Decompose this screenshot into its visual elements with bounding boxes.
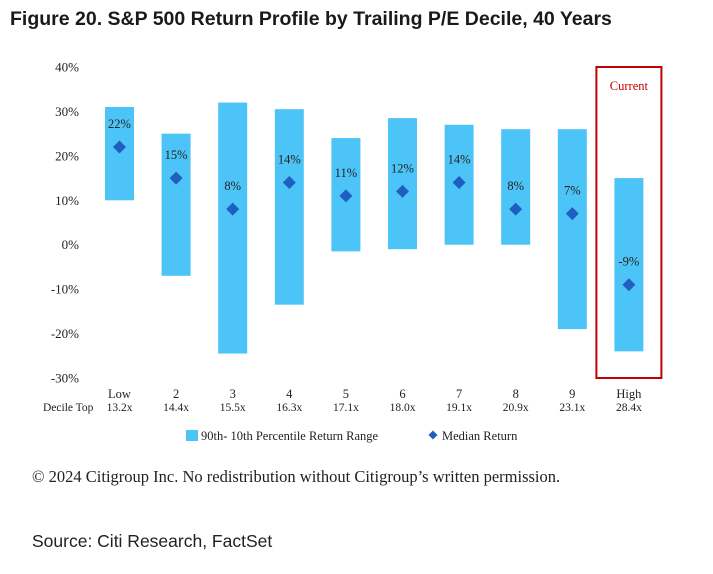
median-marker [509, 202, 523, 216]
highlight-box [595, 66, 663, 379]
range-bar [557, 129, 587, 330]
x-category-label: 4 [286, 387, 293, 401]
x-category-label: 6 [399, 387, 405, 401]
median-label: -9% [618, 255, 639, 269]
y-tick-label: 0% [62, 237, 80, 252]
copyright-notice: © 2024 Citigroup Inc. No redistribution … [32, 467, 561, 486]
y-tick-label: 40% [55, 60, 79, 75]
decile-top-value: 23.1x [559, 402, 585, 414]
median-marker [282, 176, 296, 190]
range-bar [161, 133, 191, 276]
decile-top-value: 28.4x [616, 402, 642, 414]
median-marker [339, 189, 353, 203]
median-label: 7% [564, 184, 581, 198]
median-label: 12% [391, 161, 414, 175]
median-label: 8% [507, 179, 524, 193]
range-bar [218, 102, 248, 354]
median-marker [622, 278, 636, 292]
decile-top-value: 20.9x [503, 402, 529, 414]
x-category-label: 9 [569, 387, 575, 401]
chart: -30% -20% -10% 0% 10% 20% 30% 40% 22% 15% 8% 14% 11… [43, 60, 663, 443]
median-label: 8% [224, 179, 241, 193]
range-bar [105, 106, 134, 201]
decile-top-label: Decile Top [43, 402, 94, 414]
x-category-label: Low [108, 387, 131, 401]
x-category-label: 2 [173, 387, 179, 401]
median-markers: 22% 15% 8% 14% 11% 12% 14% 8% 7% -9% [108, 117, 639, 292]
median-marker [452, 176, 466, 190]
decile-top-value: 15.5x [220, 402, 246, 414]
x-category-label: 7 [456, 387, 462, 401]
range-bars [105, 102, 644, 354]
y-tick-label: -30% [51, 371, 79, 386]
median-label: 14% [278, 153, 301, 167]
source-note: Source: Citi Research, FactSet [32, 531, 273, 551]
range-bar [501, 129, 531, 245]
decile-top-value: 19.1x [446, 402, 472, 414]
range-bar [388, 118, 417, 250]
y-tick-label: -10% [51, 282, 79, 297]
decile-top-value: 17.1x [333, 402, 359, 414]
legend-swatch-median [428, 430, 438, 440]
y-tick-label: 20% [55, 148, 79, 163]
legend-label-median: Median Return [442, 429, 518, 443]
median-label: 14% [448, 153, 471, 167]
median-marker [565, 207, 579, 221]
median-label: 15% [165, 148, 188, 162]
range-bar [274, 109, 304, 305]
decile-top-value: 13.2x [107, 402, 133, 414]
median-label: 11% [335, 166, 357, 180]
highlight-label: Current [610, 79, 649, 93]
decile-top-value: 18.0x [390, 402, 416, 414]
range-bar [614, 178, 644, 352]
chart-title: Figure 20. S&P 500 Return Profile by Tra… [10, 8, 612, 30]
median-marker [226, 202, 240, 216]
x-category-label: 3 [230, 387, 236, 401]
y-tick-label: 30% [55, 104, 79, 119]
legend-swatch-range [186, 430, 198, 441]
decile-top-value: 16.3x [276, 402, 302, 414]
y-axis: -30% -20% -10% 0% 10% 20% 30% 40% [51, 60, 79, 386]
median-marker [169, 171, 183, 185]
decile-top-value: 14.4x [163, 402, 189, 414]
median-marker [396, 184, 409, 198]
median-marker [113, 140, 126, 154]
median-label: 22% [108, 117, 131, 131]
y-tick-label: -20% [51, 326, 79, 341]
legend: 90th- 10th Percentile Return Range Median… [186, 429, 518, 443]
legend-label-range: 90th- 10th Percentile Return Range [201, 429, 378, 443]
x-category-label: 5 [343, 387, 349, 401]
x-category-label: High [616, 387, 642, 401]
y-tick-label: 10% [55, 193, 79, 208]
x-category-label: 8 [513, 387, 519, 401]
current-highlight: Current [595, 66, 663, 379]
